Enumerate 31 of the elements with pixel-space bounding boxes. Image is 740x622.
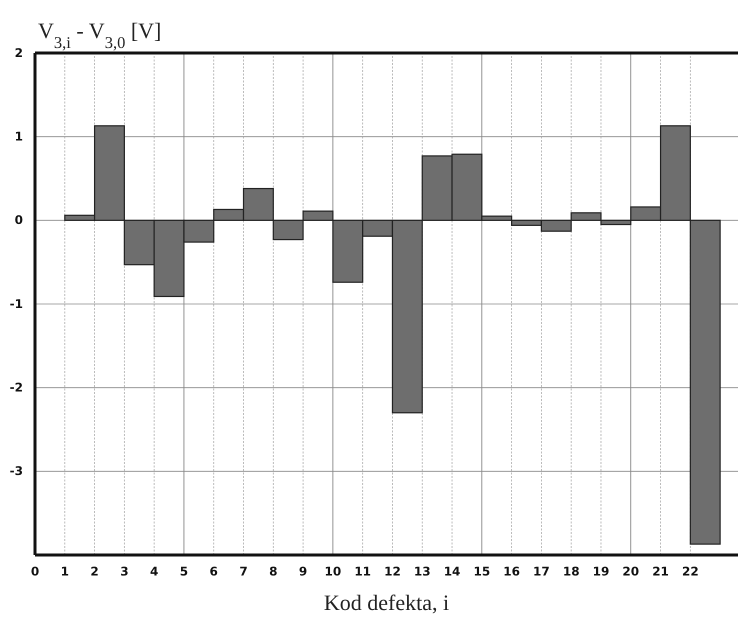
x-tick-label: 10 — [324, 564, 342, 579]
x-tick-label: 6 — [210, 564, 218, 579]
y-tick-label: -1 — [10, 296, 23, 311]
x-axis-title: Kod defekta, i — [324, 590, 450, 615]
x-tick-label: 5 — [180, 564, 188, 579]
y-tick-label: 2 — [14, 46, 23, 60]
x-tick-label: 3 — [120, 564, 129, 579]
x-tick-label: 4 — [150, 564, 158, 579]
x-tick-label: 15 — [473, 564, 490, 579]
x-tick-label: 0 — [30, 564, 40, 579]
x-tick-label: 8 — [269, 564, 278, 579]
x-tick-label: 11 — [354, 564, 372, 579]
x-tick-label: 2 — [90, 564, 99, 579]
x-tick-label: 7 — [239, 564, 248, 579]
x-tick-label: 9 — [298, 564, 308, 579]
x-tick-label: 22 — [682, 564, 699, 579]
x-tick-label: 12 — [384, 564, 401, 579]
x-tick-label: 21 — [652, 564, 669, 579]
y-tick-label: -3 — [10, 464, 23, 478]
x-tick-label: 17 — [533, 564, 550, 579]
y-tick-label: 0 — [14, 213, 23, 228]
x-tick-label: 19 — [592, 564, 610, 579]
x-tick-label: 16 — [503, 564, 520, 579]
y-axis-title: V$_{3,i}$ - V$_{3,0}$ [V] — [38, 18, 162, 52]
x-tick-label: 1 — [60, 564, 69, 579]
x-tick-label: 14 — [444, 564, 460, 579]
x-tick-label: 18 — [562, 564, 580, 579]
x-tick-label: 20 — [622, 564, 640, 579]
x-tick-label: 13 — [414, 564, 431, 579]
y-tick-label: -2 — [10, 380, 23, 395]
y-tick-label: 1 — [14, 130, 23, 144]
